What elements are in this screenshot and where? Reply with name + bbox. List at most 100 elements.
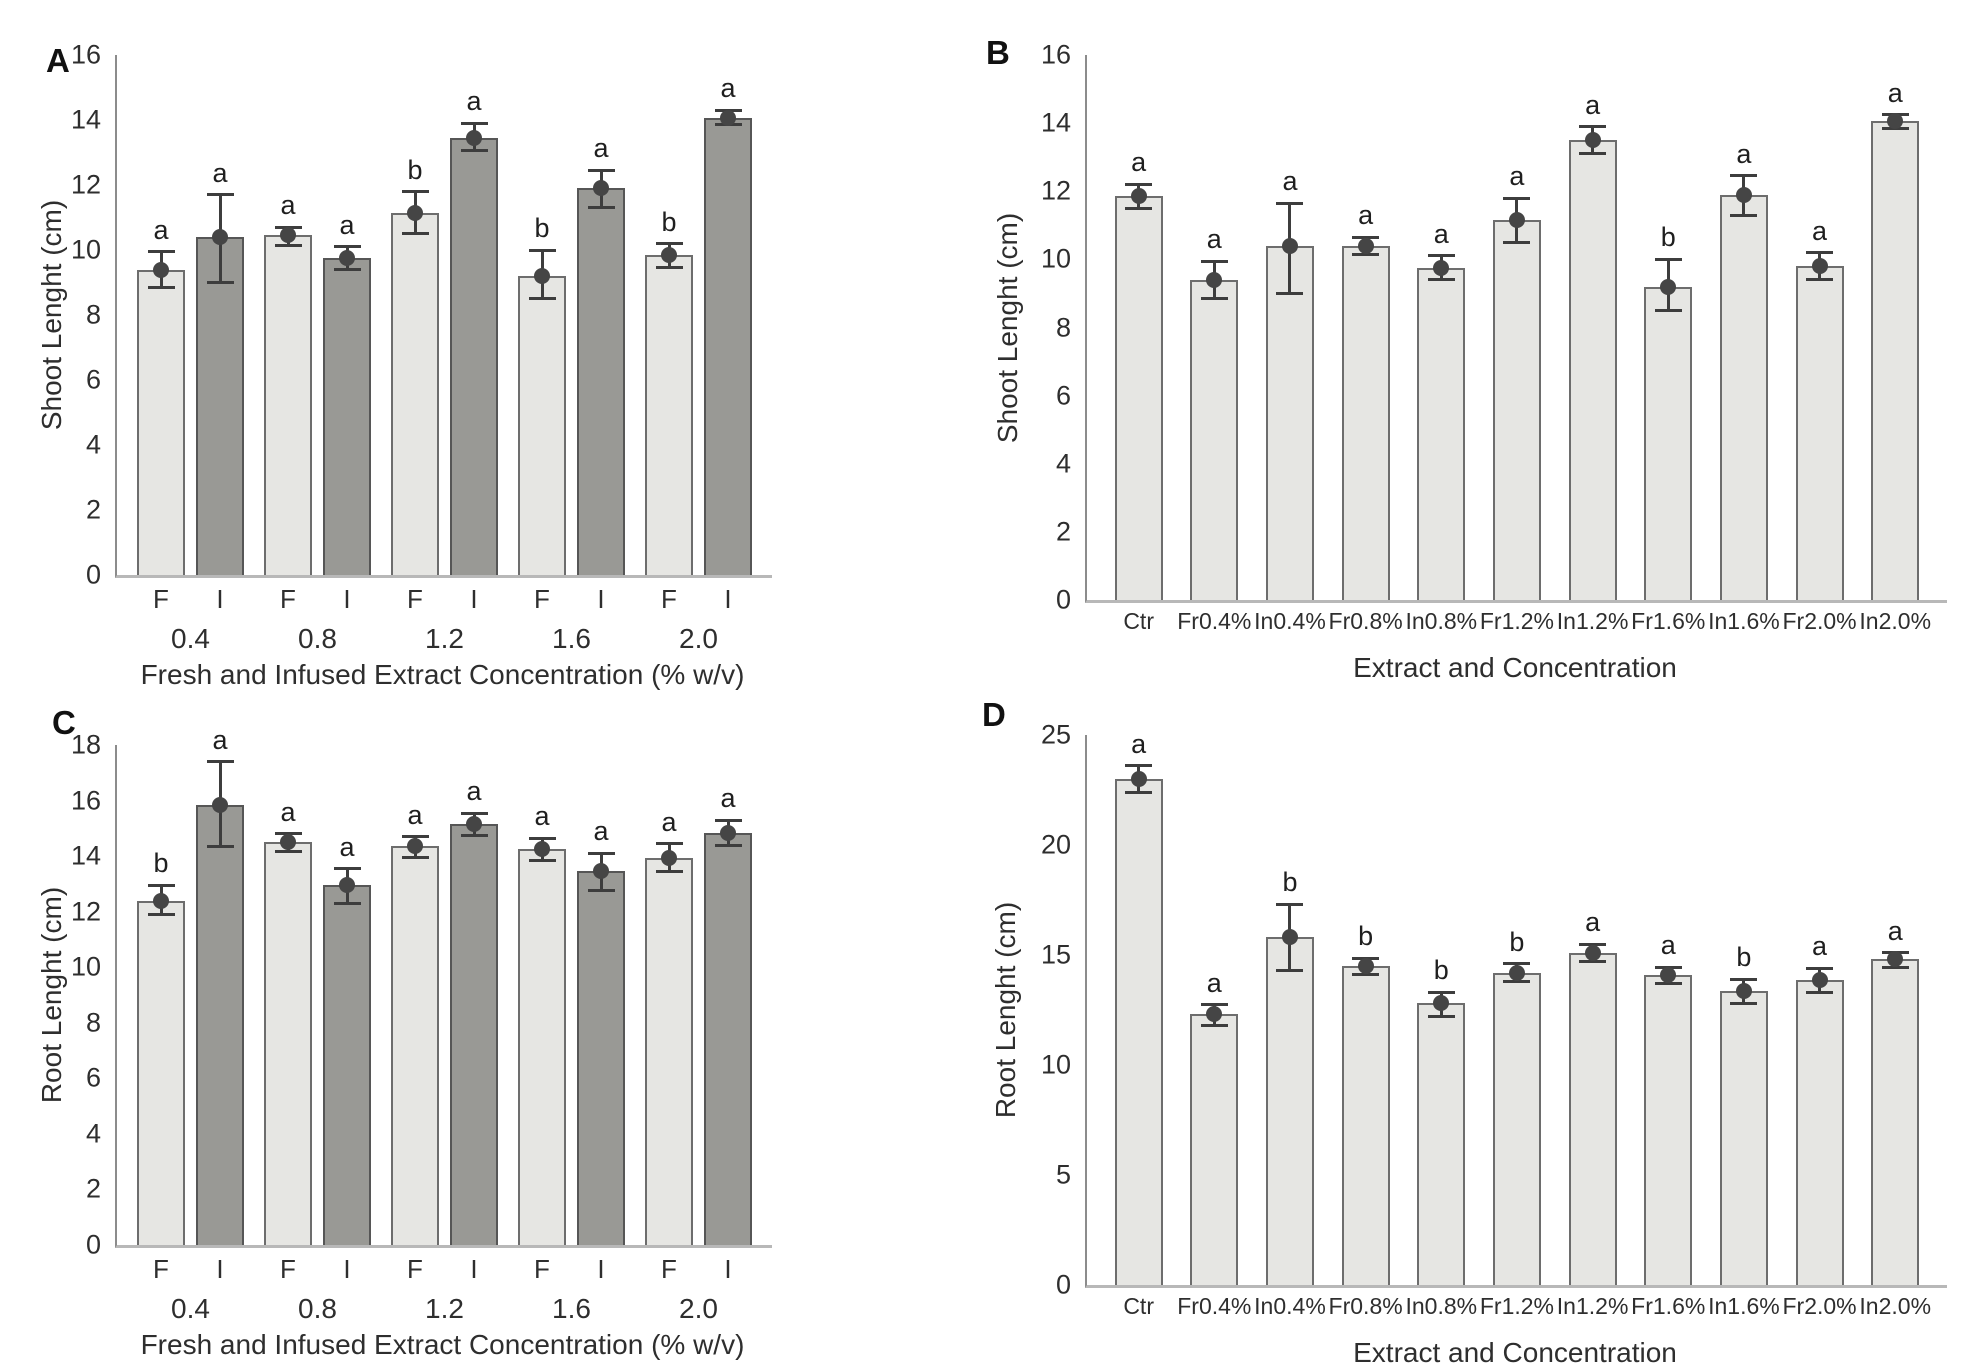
x-tick-label: F xyxy=(280,1254,296,1284)
y-tick-label: 10 xyxy=(70,234,101,265)
error-cap-bottom xyxy=(401,232,429,236)
y-tick-label: 8 xyxy=(85,299,101,330)
mean-marker xyxy=(1508,964,1525,981)
error-cap-top xyxy=(528,248,556,252)
bar-Fr1.2% xyxy=(1492,220,1541,600)
bar-F xyxy=(264,235,312,575)
sig-letter: b xyxy=(1660,222,1676,253)
x-tick-label: In2.0% xyxy=(1859,608,1932,634)
y-tick-label: 8 xyxy=(85,1007,101,1038)
bar-slot-In0.8%: a In0.8% xyxy=(1405,55,1477,634)
error-cap-top xyxy=(1200,259,1228,263)
mean-marker xyxy=(1735,983,1752,1000)
sig-letter: b xyxy=(534,213,550,243)
y-tick-label: 2 xyxy=(85,1173,101,1204)
mean-marker xyxy=(1281,929,1298,946)
group-label: 0.8 xyxy=(298,623,337,654)
y-tick-label: 12 xyxy=(70,896,101,927)
y-axis-title: Root Lenght (cm) xyxy=(990,901,1021,1119)
x-tick-label: I xyxy=(216,584,224,614)
bar-I xyxy=(323,885,371,1245)
mean-marker xyxy=(1206,1006,1223,1023)
x-tick-label: I xyxy=(724,584,732,614)
mean-marker xyxy=(212,796,228,813)
sig-letter: a xyxy=(593,133,609,164)
x-tick-label: F xyxy=(534,1254,550,1284)
sig-letter: a xyxy=(1812,931,1828,962)
error-cap-top xyxy=(1806,251,1834,255)
mean-marker xyxy=(534,841,550,858)
mean-marker xyxy=(1281,237,1298,254)
sig-letter: a xyxy=(534,801,550,832)
error-cap-bottom xyxy=(1579,152,1607,156)
error-cap-top xyxy=(714,818,742,822)
sig-letter: b xyxy=(1509,926,1525,957)
bar-Fr1.6% xyxy=(1644,974,1693,1285)
y-tick-label: 14 xyxy=(70,840,101,871)
bar-F xyxy=(264,842,312,1245)
error-cap-bottom xyxy=(1806,278,1834,282)
bar-Ctr xyxy=(1114,779,1163,1285)
sig-letter: a xyxy=(720,783,736,813)
bar-slot-In2.0%: a In2.0% xyxy=(1859,55,1931,634)
bar-I xyxy=(450,137,498,575)
error-cap-top xyxy=(1503,196,1531,200)
bars-row: a Ctr a Fr0.4% b In0.4% b Fr0.8% b In0.8% b Fr1.2% a… xyxy=(1087,730,1947,1320)
sig-letter: a xyxy=(661,806,677,837)
bar-F xyxy=(391,846,439,1245)
y-tick-label: 5 xyxy=(1055,1159,1071,1190)
error-cap-top xyxy=(1654,257,1682,261)
x-tick-label: Fr1.6% xyxy=(1631,1293,1706,1319)
y-tick-label: 25 xyxy=(1040,719,1071,750)
bar-F xyxy=(137,269,185,575)
bar-I xyxy=(323,258,371,575)
y-tick-label: 16 xyxy=(1040,39,1071,70)
bar-slot-In1.2%: a In1.2% xyxy=(1557,735,1629,1320)
mean-marker xyxy=(661,849,677,866)
sig-letter: a xyxy=(407,799,423,830)
x-tick-label: F xyxy=(407,584,423,614)
y-tick-label: 18 xyxy=(70,729,101,760)
x-tick-label: I xyxy=(343,1254,351,1284)
sig-letter: b xyxy=(1358,921,1374,952)
y-tick-label: 10 xyxy=(1040,243,1071,274)
error-cap-top xyxy=(1276,201,1304,205)
error-cap-bottom xyxy=(528,297,556,301)
bars-row: a Ctr a Fr0.4% a In0.4% a Fr0.8% a In0.8% a Fr1.2% a… xyxy=(1087,55,1947,634)
bar-Ctr xyxy=(1114,196,1163,600)
bar-I xyxy=(577,188,625,575)
mean-marker xyxy=(212,229,228,245)
bar-slot-In1.6%: a In1.6% xyxy=(1708,55,1780,634)
error-cap-top xyxy=(274,225,302,229)
x-tick-label: In0.8% xyxy=(1405,1293,1478,1319)
error-cap-top xyxy=(401,190,429,193)
error-cap-top xyxy=(401,835,429,839)
error-cap-bottom xyxy=(1579,960,1607,964)
sig-letter: b xyxy=(407,154,423,185)
y-tick-label: 15 xyxy=(1040,939,1071,970)
y-tick-label: 2 xyxy=(85,494,101,525)
mean-marker xyxy=(339,250,355,267)
bar-F xyxy=(518,276,566,575)
bar-slot-In1.6%: b In1.6% xyxy=(1708,735,1780,1319)
error-cap-bottom xyxy=(1806,990,1834,994)
x-tick-label: I xyxy=(470,584,478,614)
panel-d-root-length-chart: D Root Lenght (cm) 0 5 10 15 20 25 a Ctr a Fr0.4% b I… xyxy=(980,690,1960,1370)
error-cap-bottom xyxy=(714,843,742,847)
error-cap-top xyxy=(147,883,175,887)
y-tick-label: 4 xyxy=(1055,448,1071,479)
panel-letter-C: C xyxy=(52,704,76,741)
sig-letter: b xyxy=(1282,867,1298,898)
error-cap-bottom xyxy=(1730,1001,1758,1005)
bar-Fr1.6% xyxy=(1644,286,1693,600)
